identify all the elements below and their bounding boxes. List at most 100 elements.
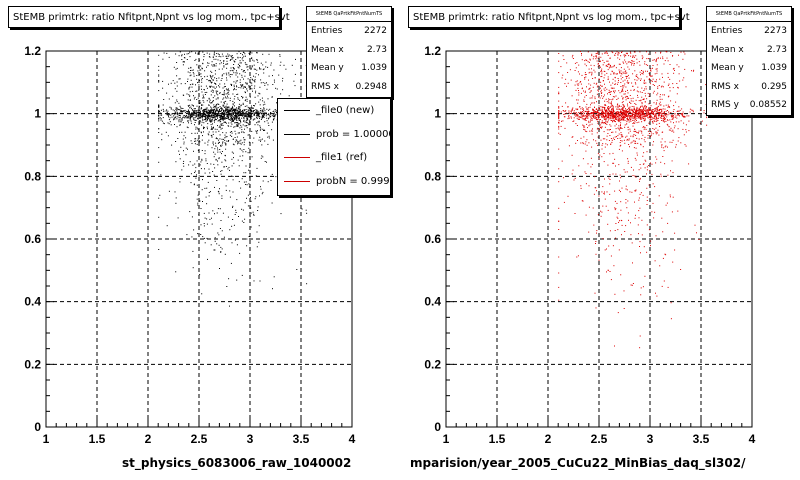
right-point	[596, 110, 598, 112]
right-point	[652, 112, 654, 114]
right-y-tick-label-6: 1.2	[424, 44, 441, 58]
left-point	[190, 173, 192, 175]
right-point	[561, 160, 563, 162]
right-point	[659, 101, 661, 103]
right-point	[558, 72, 560, 74]
right-point	[638, 130, 640, 132]
right-point	[580, 83, 582, 85]
left-point	[160, 112, 162, 114]
right-point	[625, 136, 627, 138]
right-point	[611, 101, 612, 103]
right-point	[672, 83, 674, 85]
right-point	[592, 102, 594, 104]
right-point	[586, 123, 588, 125]
left-point	[261, 111, 263, 113]
right-point	[558, 181, 560, 183]
left-point	[210, 111, 211, 113]
left-point	[247, 119, 249, 120]
left-point	[239, 106, 241, 108]
left-point	[210, 70, 212, 72]
right-point	[598, 129, 600, 130]
right-point	[604, 87, 606, 89]
left-point	[191, 113, 193, 115]
right-point	[637, 86, 639, 88]
left-point	[236, 107, 238, 109]
left-point	[244, 53, 246, 55]
right-point	[684, 116, 686, 118]
left-point	[263, 116, 265, 118]
right-point	[581, 87, 583, 89]
left-point	[242, 71, 244, 73]
right-point	[587, 116, 589, 118]
right-point	[660, 141, 662, 143]
right-point	[637, 91, 639, 93]
left-point	[196, 111, 198, 113]
right-point	[656, 123, 658, 125]
left-point	[241, 114, 243, 116]
right-point	[599, 107, 601, 109]
left-point	[219, 188, 220, 190]
right-point	[560, 66, 562, 68]
left-point	[198, 175, 200, 177]
right-point	[589, 106, 591, 108]
right-point	[641, 87, 643, 89]
right-point	[665, 114, 667, 116]
left-point	[225, 110, 226, 112]
right-point	[644, 101, 646, 103]
left-point	[160, 109, 162, 111]
right-point	[593, 56, 595, 58]
left-point	[204, 92, 206, 93]
right-point	[581, 115, 583, 117]
left-point	[213, 109, 215, 111]
right-point	[634, 114, 636, 116]
right-point	[558, 126, 560, 128]
right-point	[635, 130, 637, 132]
right-point	[564, 116, 566, 118]
right-point	[607, 65, 609, 67]
left-point	[168, 123, 170, 125]
left-point	[221, 138, 223, 140]
right-point	[610, 138, 612, 139]
right-point	[662, 115, 664, 117]
right-point	[601, 126, 603, 128]
left-point	[214, 87, 216, 89]
right-point	[618, 114, 620, 115]
right-point	[568, 117, 570, 119]
left-point	[257, 210, 259, 211]
right-point	[605, 113, 607, 115]
right-point	[669, 90, 671, 92]
right-point	[683, 116, 685, 118]
right-point	[620, 111, 621, 112]
right-point	[627, 212, 629, 214]
left-pad: 1 1.5 2 2.5 3 3.5 4 0 0.2 0.4 0.6 0.8 1 1.2 StEMB pri…	[8, 6, 392, 470]
left-point	[231, 55, 233, 57]
left-point	[306, 212, 308, 214]
left-point	[190, 74, 192, 76]
right-point	[646, 112, 648, 114]
left-point	[258, 114, 260, 116]
right-point	[600, 210, 602, 212]
right-point	[558, 106, 560, 108]
left-point	[228, 108, 230, 110]
left-point	[250, 108, 251, 110]
left-point	[232, 116, 234, 118]
left-point	[215, 83, 216, 85]
right-point	[610, 120, 612, 121]
right-point	[618, 52, 620, 54]
right-point	[655, 61, 657, 63]
right-point	[586, 86, 587, 88]
left-point	[210, 134, 212, 136]
right-point	[588, 79, 589, 81]
right-point	[615, 114, 617, 116]
right-point	[622, 97, 624, 99]
left-point	[182, 122, 184, 124]
legend-label-file0: _file0 (new)	[316, 105, 375, 116]
left-point	[253, 280, 255, 282]
right-point	[625, 70, 627, 72]
right-point	[601, 92, 603, 94]
right-point	[600, 126, 602, 128]
left-point	[196, 99, 198, 100]
right-point	[653, 90, 655, 92]
left-point	[192, 105, 194, 106]
left-point	[237, 159, 239, 161]
